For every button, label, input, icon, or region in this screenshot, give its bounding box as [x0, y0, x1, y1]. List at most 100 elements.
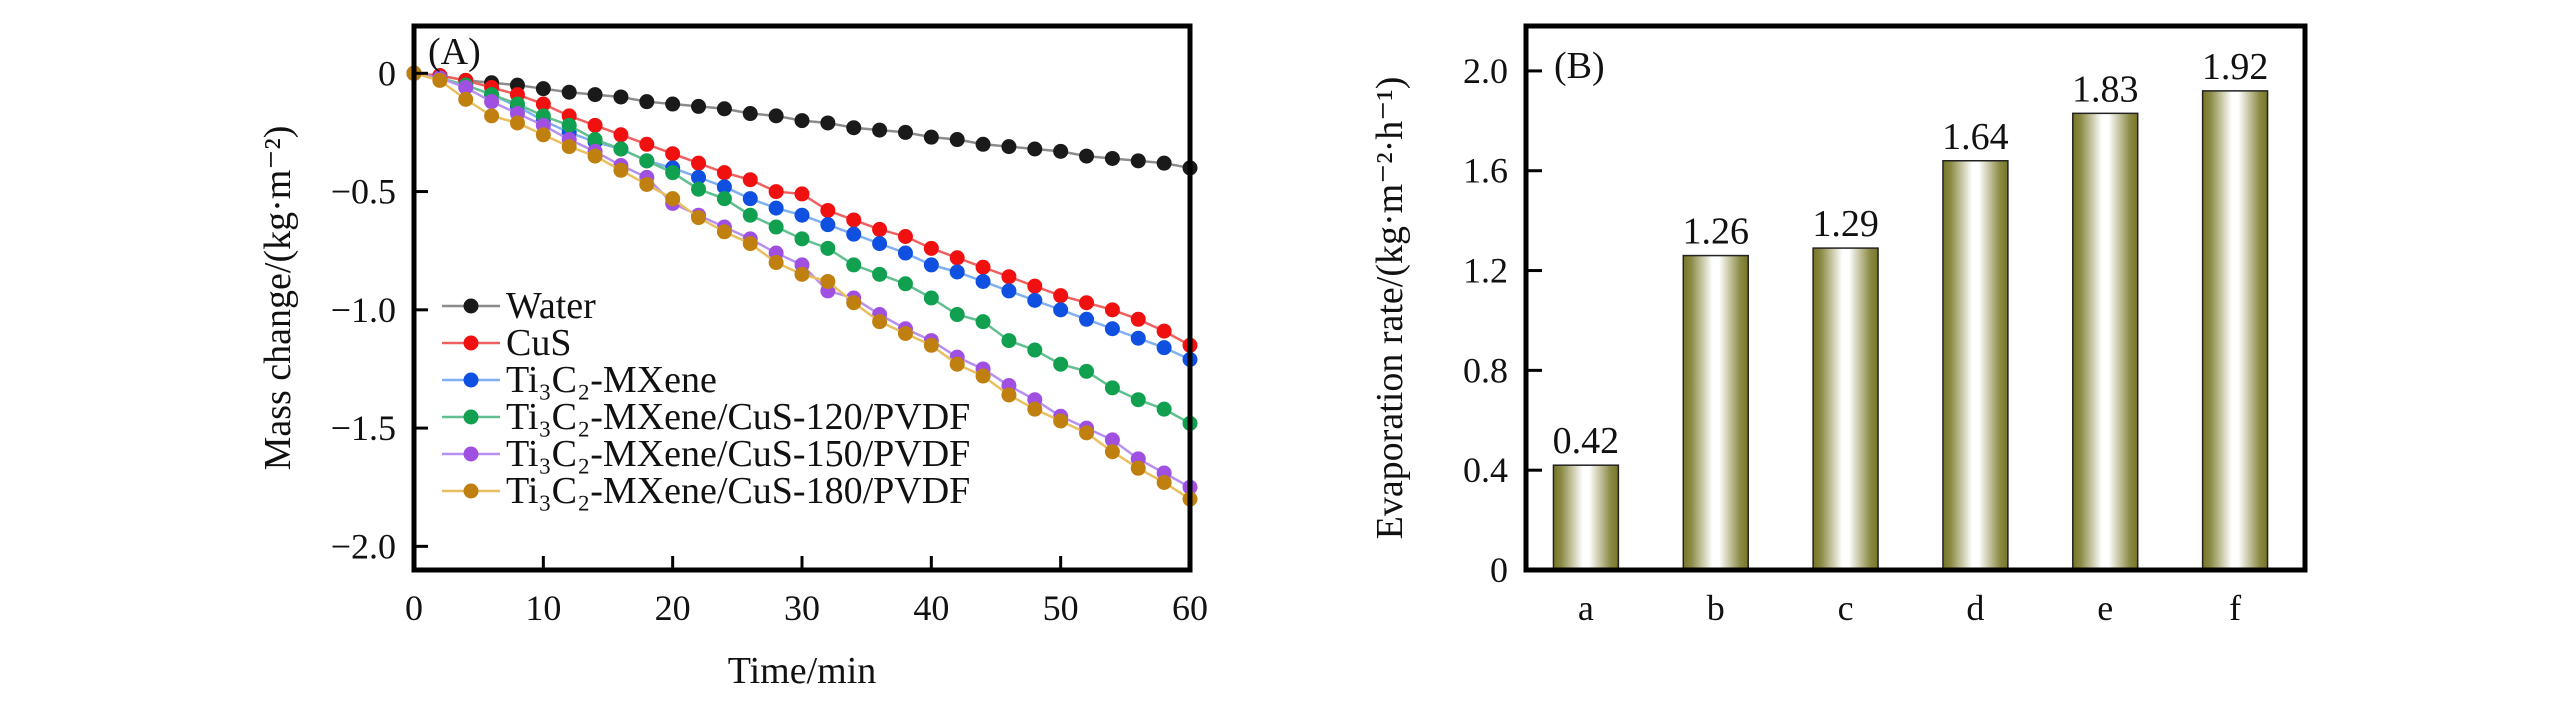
data-point — [1130, 392, 1146, 408]
legend-item: Ti₃C₂-MXene/CuS-180/PVDF — [442, 470, 970, 512]
data-point — [613, 89, 629, 105]
x-axis-title: Time/min — [728, 650, 877, 692]
data-point — [897, 124, 913, 140]
legend-marker — [463, 409, 479, 425]
x-tick-label: f — [2229, 588, 2241, 628]
bar-value-label: 0.42 — [1553, 420, 1620, 462]
data-point — [923, 240, 939, 256]
data-point — [716, 179, 732, 195]
data-point — [768, 255, 784, 271]
data-point — [872, 236, 888, 252]
legend-label: Ti₃C₂-MXene/CuS-180/PVDF — [506, 470, 970, 512]
data-point — [561, 84, 577, 100]
data-point — [1079, 148, 1095, 164]
data-point — [458, 91, 474, 107]
legend-item: Ti₃C₂-MXene — [442, 359, 717, 401]
data-point — [923, 257, 939, 273]
data-point — [1156, 155, 1172, 171]
bar-value-label: 1.92 — [2202, 46, 2269, 88]
data-point — [1027, 141, 1043, 157]
y-axis-title: Evaporation rate/(kg·m⁻²·h⁻¹) — [1369, 77, 1411, 540]
data-point — [897, 325, 913, 341]
data-point — [923, 129, 939, 145]
data-point — [768, 219, 784, 235]
bar-value-label: 1.64 — [1942, 116, 2009, 158]
data-point — [665, 146, 681, 162]
data-point — [535, 127, 551, 143]
data-point — [639, 94, 655, 110]
data-point — [587, 132, 603, 148]
data-point — [561, 139, 577, 155]
y-tick-label: 2.0 — [1463, 51, 1508, 91]
data-point — [535, 96, 551, 112]
data-point — [846, 226, 862, 242]
data-point — [975, 273, 991, 289]
data-point — [820, 115, 836, 131]
data-point — [1104, 302, 1120, 318]
data-point — [1001, 283, 1017, 299]
data-point — [1156, 323, 1172, 339]
y-tick-label: −0.5 — [331, 172, 396, 212]
data-point — [458, 79, 474, 95]
data-point — [1001, 387, 1017, 403]
legend-label: Ti₃C₂-MXene/CuS-150/PVDF — [506, 433, 970, 475]
legend-label: Ti₃C₂-MXene/CuS-120/PVDF — [506, 396, 970, 438]
data-point — [820, 273, 836, 289]
bar-value-label: 1.26 — [1683, 211, 1750, 253]
axis-ticks: 0 10 20 30 40 50 60 0 −0.5 −1.0 −1.5 −2.0 — [331, 53, 1208, 628]
y-axis-title: Mass change/(kg·m⁻²) — [257, 126, 299, 471]
data-point — [691, 98, 707, 114]
data-point — [691, 210, 707, 226]
data-point — [1130, 311, 1146, 327]
data-point — [1079, 295, 1095, 311]
data-point — [639, 176, 655, 192]
data-point — [975, 314, 991, 330]
data-point — [587, 117, 603, 133]
data-point — [923, 290, 939, 306]
y-tick-label: −1.0 — [331, 290, 396, 330]
data-point — [716, 191, 732, 207]
data-point — [768, 184, 784, 200]
data-point — [897, 245, 913, 261]
data-point — [1130, 153, 1146, 169]
bar-value-label: 1.83 — [2072, 68, 2139, 110]
data-point — [846, 120, 862, 136]
legend-marker — [463, 446, 479, 462]
data-point — [742, 236, 758, 252]
data-point — [587, 148, 603, 164]
data-point — [1079, 425, 1095, 441]
data-point — [975, 136, 991, 152]
legend-item: Water — [442, 285, 596, 327]
panel-label: (A) — [428, 31, 481, 73]
data-point — [897, 276, 913, 292]
data-point — [846, 212, 862, 228]
data-point — [949, 132, 965, 148]
data-point — [794, 186, 810, 202]
panel-label: (B) — [1554, 45, 1605, 87]
x-tick-label: 20 — [655, 588, 691, 628]
bar-d — [1942, 160, 2009, 571]
bars-layer: 0.42 a 1.26 b 1.29 c 1.64 d 1.83 e 1.92 f — [1553, 46, 2269, 628]
series-ti-c-mxene-cus-180-pvdf — [406, 65, 1198, 507]
y-tick-label: 1.6 — [1463, 151, 1508, 191]
bar-a — [1552, 464, 1620, 571]
data-point — [1027, 342, 1043, 358]
y-tick-label: 0.4 — [1463, 450, 1508, 490]
legend-label: CuS — [506, 322, 571, 364]
x-tick-label: 0 — [405, 588, 423, 628]
x-tick-label: b — [1707, 588, 1725, 628]
data-point — [949, 264, 965, 280]
data-point — [949, 356, 965, 372]
data-point — [665, 96, 681, 112]
bar-f — [2201, 90, 2269, 571]
bar-e — [2072, 112, 2139, 571]
legend-marker — [463, 335, 479, 351]
data-point — [1130, 330, 1146, 346]
data-point — [1104, 432, 1120, 448]
y-tick-label: 0 — [1490, 550, 1508, 590]
legend-item: Ti₃C₂-MXene/CuS-150/PVDF — [442, 433, 970, 475]
legend-marker — [463, 298, 479, 314]
data-point — [1027, 401, 1043, 417]
data-point — [742, 106, 758, 122]
